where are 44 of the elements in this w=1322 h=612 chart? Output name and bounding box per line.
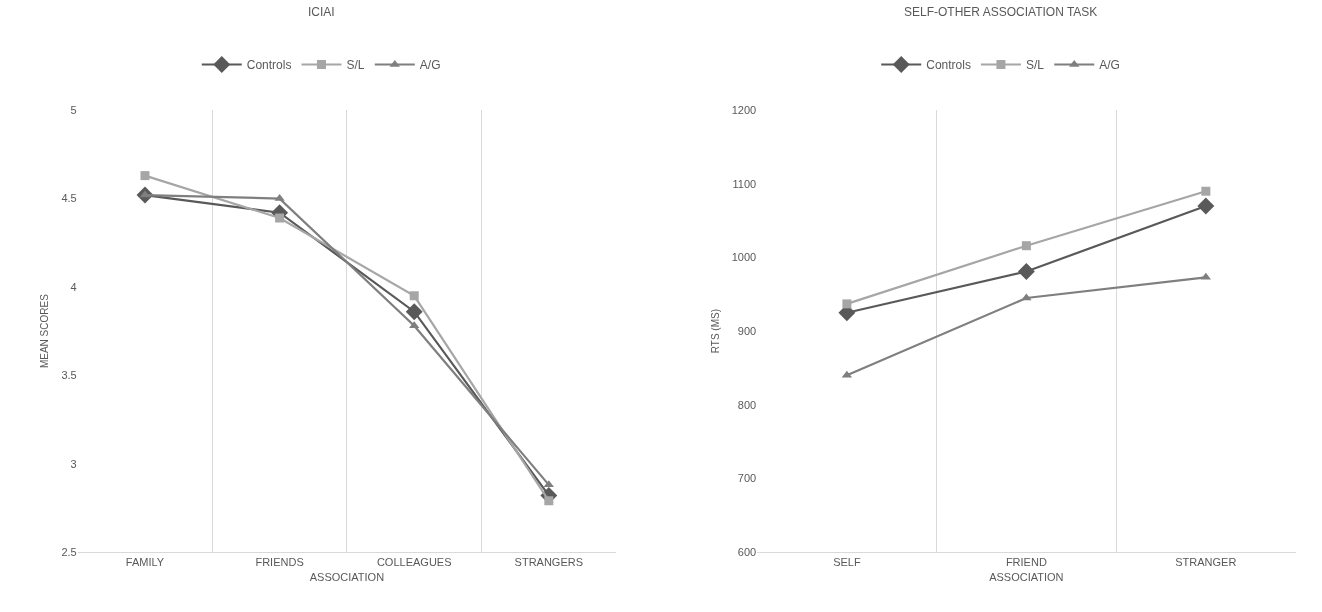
y-tick-label: 1000 (731, 251, 757, 264)
legend-label: Controls (926, 58, 971, 73)
legend-label: S/L (346, 58, 365, 73)
legend-label: A/G (1099, 58, 1120, 73)
point (1021, 293, 1032, 301)
y-tick-label: 600 (737, 545, 757, 558)
x-tick-label: FRIEND (1005, 556, 1047, 569)
y-tick-label: 900 (737, 324, 757, 337)
point (842, 299, 852, 309)
x-tick-label: SELF (833, 556, 861, 569)
point (409, 321, 420, 329)
point (1201, 186, 1211, 196)
point (1197, 197, 1215, 215)
y-tick-label: 2.5 (61, 545, 77, 558)
y-tick-label: 1100 (732, 177, 757, 190)
y-tick-label: 1200 (731, 104, 757, 117)
point (1021, 241, 1031, 251)
x-tick-label: COLLEAGUES (376, 556, 452, 569)
x-tick-label: FAMILY (125, 556, 165, 569)
point (544, 496, 554, 506)
x-axis-title: ASSOCIATION (309, 571, 385, 584)
y-axis-title: MEAN SCORES (39, 293, 51, 369)
point (405, 303, 423, 321)
legend-label: Controls (246, 58, 292, 73)
chart-title: ICIAI (308, 5, 335, 19)
y-tick-label: 5 (70, 104, 77, 117)
x-axis-title: ASSOCIATION (989, 571, 1064, 584)
x-tick-label: STRANGERS (514, 556, 584, 569)
y-tick-label: 3 (70, 457, 77, 470)
y-axis-title: RTS (MS) (709, 308, 721, 354)
y-tick-label: 700 (737, 472, 757, 485)
point (409, 291, 419, 301)
x-tick-label: FRIENDS (255, 556, 304, 569)
y-tick-label: 4.5 (61, 192, 77, 205)
y-tick-label: 800 (737, 398, 757, 411)
x-tick-label: STRANGER (1175, 556, 1237, 569)
y-tick-label: 3.5 (61, 369, 77, 382)
point (1017, 263, 1035, 280)
legend-label: A/G (419, 58, 441, 73)
point (275, 213, 285, 223)
chart-title: SELF-OTHER ASSOCIATION TASK (904, 5, 1098, 19)
y-tick-label: 4 (70, 280, 77, 293)
point (140, 171, 150, 181)
legend-label: S/L (1025, 58, 1045, 73)
